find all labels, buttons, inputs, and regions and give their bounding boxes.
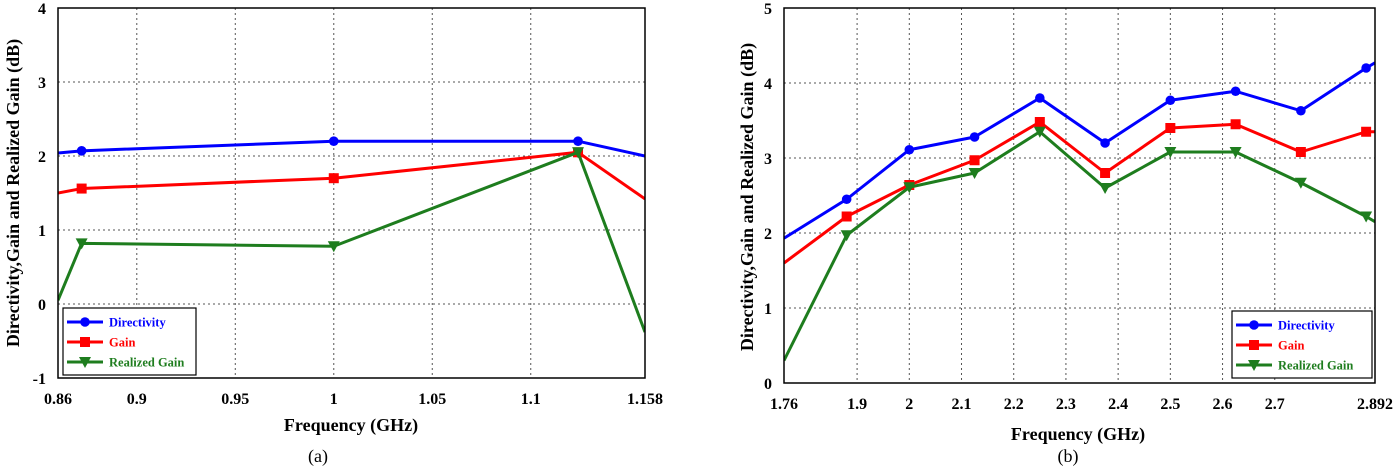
chart-b-y-tick-label: 3 [764, 151, 772, 168]
chart-a-gain-point [328, 173, 339, 184]
chart-b-directivity-line [784, 61, 1375, 240]
chart-a-x-tick-label: 1 [330, 391, 338, 408]
chart-b-directivity-point [969, 132, 980, 142]
chart-a-y-tick-label: 1 [38, 223, 46, 240]
chart-b-legend-realized-gain-marker [1248, 360, 1260, 371]
chart-a-gain-point [76, 183, 87, 194]
chart-a-legend-directivity-label: Directivity [109, 316, 166, 330]
chart-b-y-tick-label: 0 [764, 376, 772, 393]
chart-b-y-tick-label: 1 [764, 301, 772, 318]
chart-a-x-tick-label: 1.05 [418, 391, 446, 408]
chart-a-realized-gain-point [327, 241, 340, 253]
chart-b-x-tick-label: 1.9 [847, 396, 867, 413]
chart-b-realized-gain-point [968, 168, 981, 179]
chart-b-realized-gain-point [1360, 211, 1373, 223]
chart-b-gain-point [969, 155, 980, 166]
chart-b-legend-gain-label: Gain [1278, 339, 1304, 353]
chart-a-legend-directivity-marker [80, 317, 90, 327]
chart-b-y-tick-label: 2 [764, 226, 772, 243]
chart-b-x-tick-label: 2.5 [1160, 396, 1180, 413]
chart-a-directivity-point [76, 146, 87, 156]
chart-b-directivity-point [1100, 138, 1110, 148]
chart-a-legend-realized-gain-marker [79, 357, 91, 368]
chart-b-directivity-point [1035, 93, 1045, 103]
chart-a-legend-gain-label: Gain [109, 336, 135, 350]
chart-b-legend-gain-marker [1249, 340, 1259, 350]
chart-a-y-axis-title: Directivity,Gain and Realized Gain (dB) [3, 39, 24, 347]
chart-a-x-tick-label: 1.158 [627, 391, 663, 408]
chart-a-y-tick-label: 0 [38, 297, 46, 314]
chart-a-caption: (a) [308, 446, 328, 467]
chart-b-y-tick-label: 4 [764, 76, 772, 93]
chart-b-x-tick-label: 2.7 [1265, 396, 1285, 413]
chart-b-realized-gain-point [1229, 147, 1242, 158]
chart-b-x-tick-label: 2.1 [952, 396, 972, 413]
chart-b-gain-point [1230, 119, 1241, 130]
chart-b: 1.76 1.9 2 2.1 2.2 2.3 2.4 2.5 2.6 2.7 2.892 0 1 2 3 4 5… [737, 1, 1393, 467]
chart-a-y-tick-label: 3 [38, 75, 46, 92]
chart-a-x-tick-label: 0.86 [44, 391, 72, 408]
chart-b-x-tick-label: 1.76 [770, 396, 798, 413]
chart-b-directivity-point [1296, 105, 1306, 116]
chart-b-caption: (b) [1058, 446, 1079, 467]
chart-b-gain-point [841, 211, 852, 222]
chart-a-y-tick-label: -1 [33, 371, 46, 388]
chart-a-realized-gain-point [572, 147, 585, 159]
chart-b-legend-directivity-marker [1249, 320, 1259, 330]
chart-b-x-axis-title: Frequency (GHz) [1011, 424, 1145, 445]
chart-a-legend: Directivity Gain Realized Gain [62, 307, 197, 376]
chart-a-plot-frame [57, 7, 646, 379]
chart-b-gain-point [1165, 123, 1176, 133]
chart-b-directivity-point [1165, 95, 1176, 106]
chart-b-gain-point [1295, 147, 1306, 157]
chart-a-realized-gain-line [58, 150, 645, 333]
chart-b-directivity-point [904, 144, 915, 155]
chart-a-x-tick-label: 0.9 [127, 391, 147, 408]
chart-b-realized-gain-point [903, 182, 916, 194]
chart-b-realized-gain-point [1033, 126, 1046, 138]
chart-b-gain-point [1034, 117, 1045, 127]
chart-b-legend-directivity-label: Directivity [1278, 319, 1335, 333]
chart-b-plot-frame [783, 7, 1376, 384]
chart-b-directivity-point [841, 194, 852, 205]
chart-b-directivity-point [1230, 86, 1241, 97]
chart-b-y-tick-label: 5 [764, 1, 772, 18]
chart-b-realized-gain-point [1164, 147, 1177, 158]
chart-b-x-tick-label: 2.892 [1357, 396, 1393, 413]
chart-b-gain-line [784, 120, 1375, 265]
chart-b-realized-gain-point [1294, 177, 1307, 189]
chart-b-x-tick-label: 2.4 [1108, 396, 1128, 413]
chart-b-directivity-point [1361, 63, 1371, 73]
chart-a-realized-gain-point [75, 238, 88, 250]
chart-a-x-tick-label: 1.1 [521, 391, 541, 408]
chart-b-x-tick-label: 2.3 [1056, 396, 1076, 413]
chart-a-y-tick-label: 4 [38, 1, 46, 18]
chart-b-gain-point [1361, 126, 1372, 137]
chart-b-gain-point [1100, 168, 1111, 178]
chart-a-x-tick-label: 0.95 [221, 391, 249, 408]
chart-a-directivity-point [573, 136, 583, 146]
chart-b-x-tick-label: 2.2 [1004, 396, 1024, 413]
chart-b-realized-gain-point [1099, 183, 1112, 194]
chart-b-legend-realized-gain-label: Realized Gain [1278, 359, 1353, 373]
chart-b-realized-gain-point [840, 230, 853, 242]
chart-a-legend-gain-marker [80, 337, 90, 347]
chart-b-y-axis-title: Directivity,Gain and Realized Gain (dB) [737, 43, 758, 351]
chart-a-x-axis-title: Frequency (GHz) [284, 415, 418, 436]
chart-a-y-tick-label: 2 [38, 149, 46, 166]
chart-b-legend: Directivity Gain Realized Gain [1231, 310, 1373, 379]
chart-a: 0.86 0.9 0.95 1 1.05 1.1 1.158 -1 0 1 2 3 4 Frequency… [3, 1, 663, 467]
chart-a-directivity-point [328, 136, 339, 146]
chart-b-x-tick-label: 2.6 [1213, 396, 1233, 413]
chart-a-legend-realized-gain-label: Realized Gain [109, 356, 184, 370]
chart-b-x-tick-label: 2 [905, 396, 913, 413]
